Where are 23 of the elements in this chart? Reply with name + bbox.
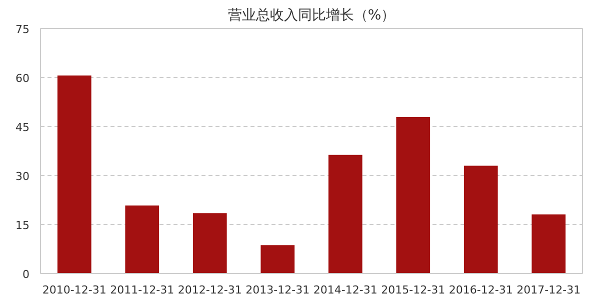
y-tick-label: 45 (16, 121, 30, 134)
x-tick-label: 2015-12-31 (381, 284, 446, 296)
y-tick-label: 30 (16, 170, 30, 183)
bar (125, 206, 160, 274)
bar (396, 117, 430, 274)
x-tick-label: 2012-12-31 (178, 284, 242, 296)
x-tick-label: 2011-12-31 (110, 284, 174, 296)
bar (532, 214, 566, 274)
y-tick-label: 60 (16, 72, 30, 85)
bar (57, 76, 92, 274)
x-tick-label: 2010-12-31 (42, 284, 106, 296)
bar (464, 166, 498, 274)
y-tick-label: 0 (22, 268, 30, 281)
x-tick-label: 2013-12-31 (246, 284, 310, 296)
x-tick-label: 2016-12-31 (448, 284, 513, 296)
y-tick-label: 15 (16, 219, 30, 232)
bar (260, 245, 295, 274)
x-tick-label: 2014-12-31 (313, 284, 378, 296)
y-tick-label: 75 (16, 23, 30, 36)
chart-title: 营业总收入同比增长（%） (228, 8, 396, 24)
bar (192, 213, 227, 274)
x-tick-label: 2017-12-31 (516, 284, 581, 296)
bar (328, 154, 362, 274)
